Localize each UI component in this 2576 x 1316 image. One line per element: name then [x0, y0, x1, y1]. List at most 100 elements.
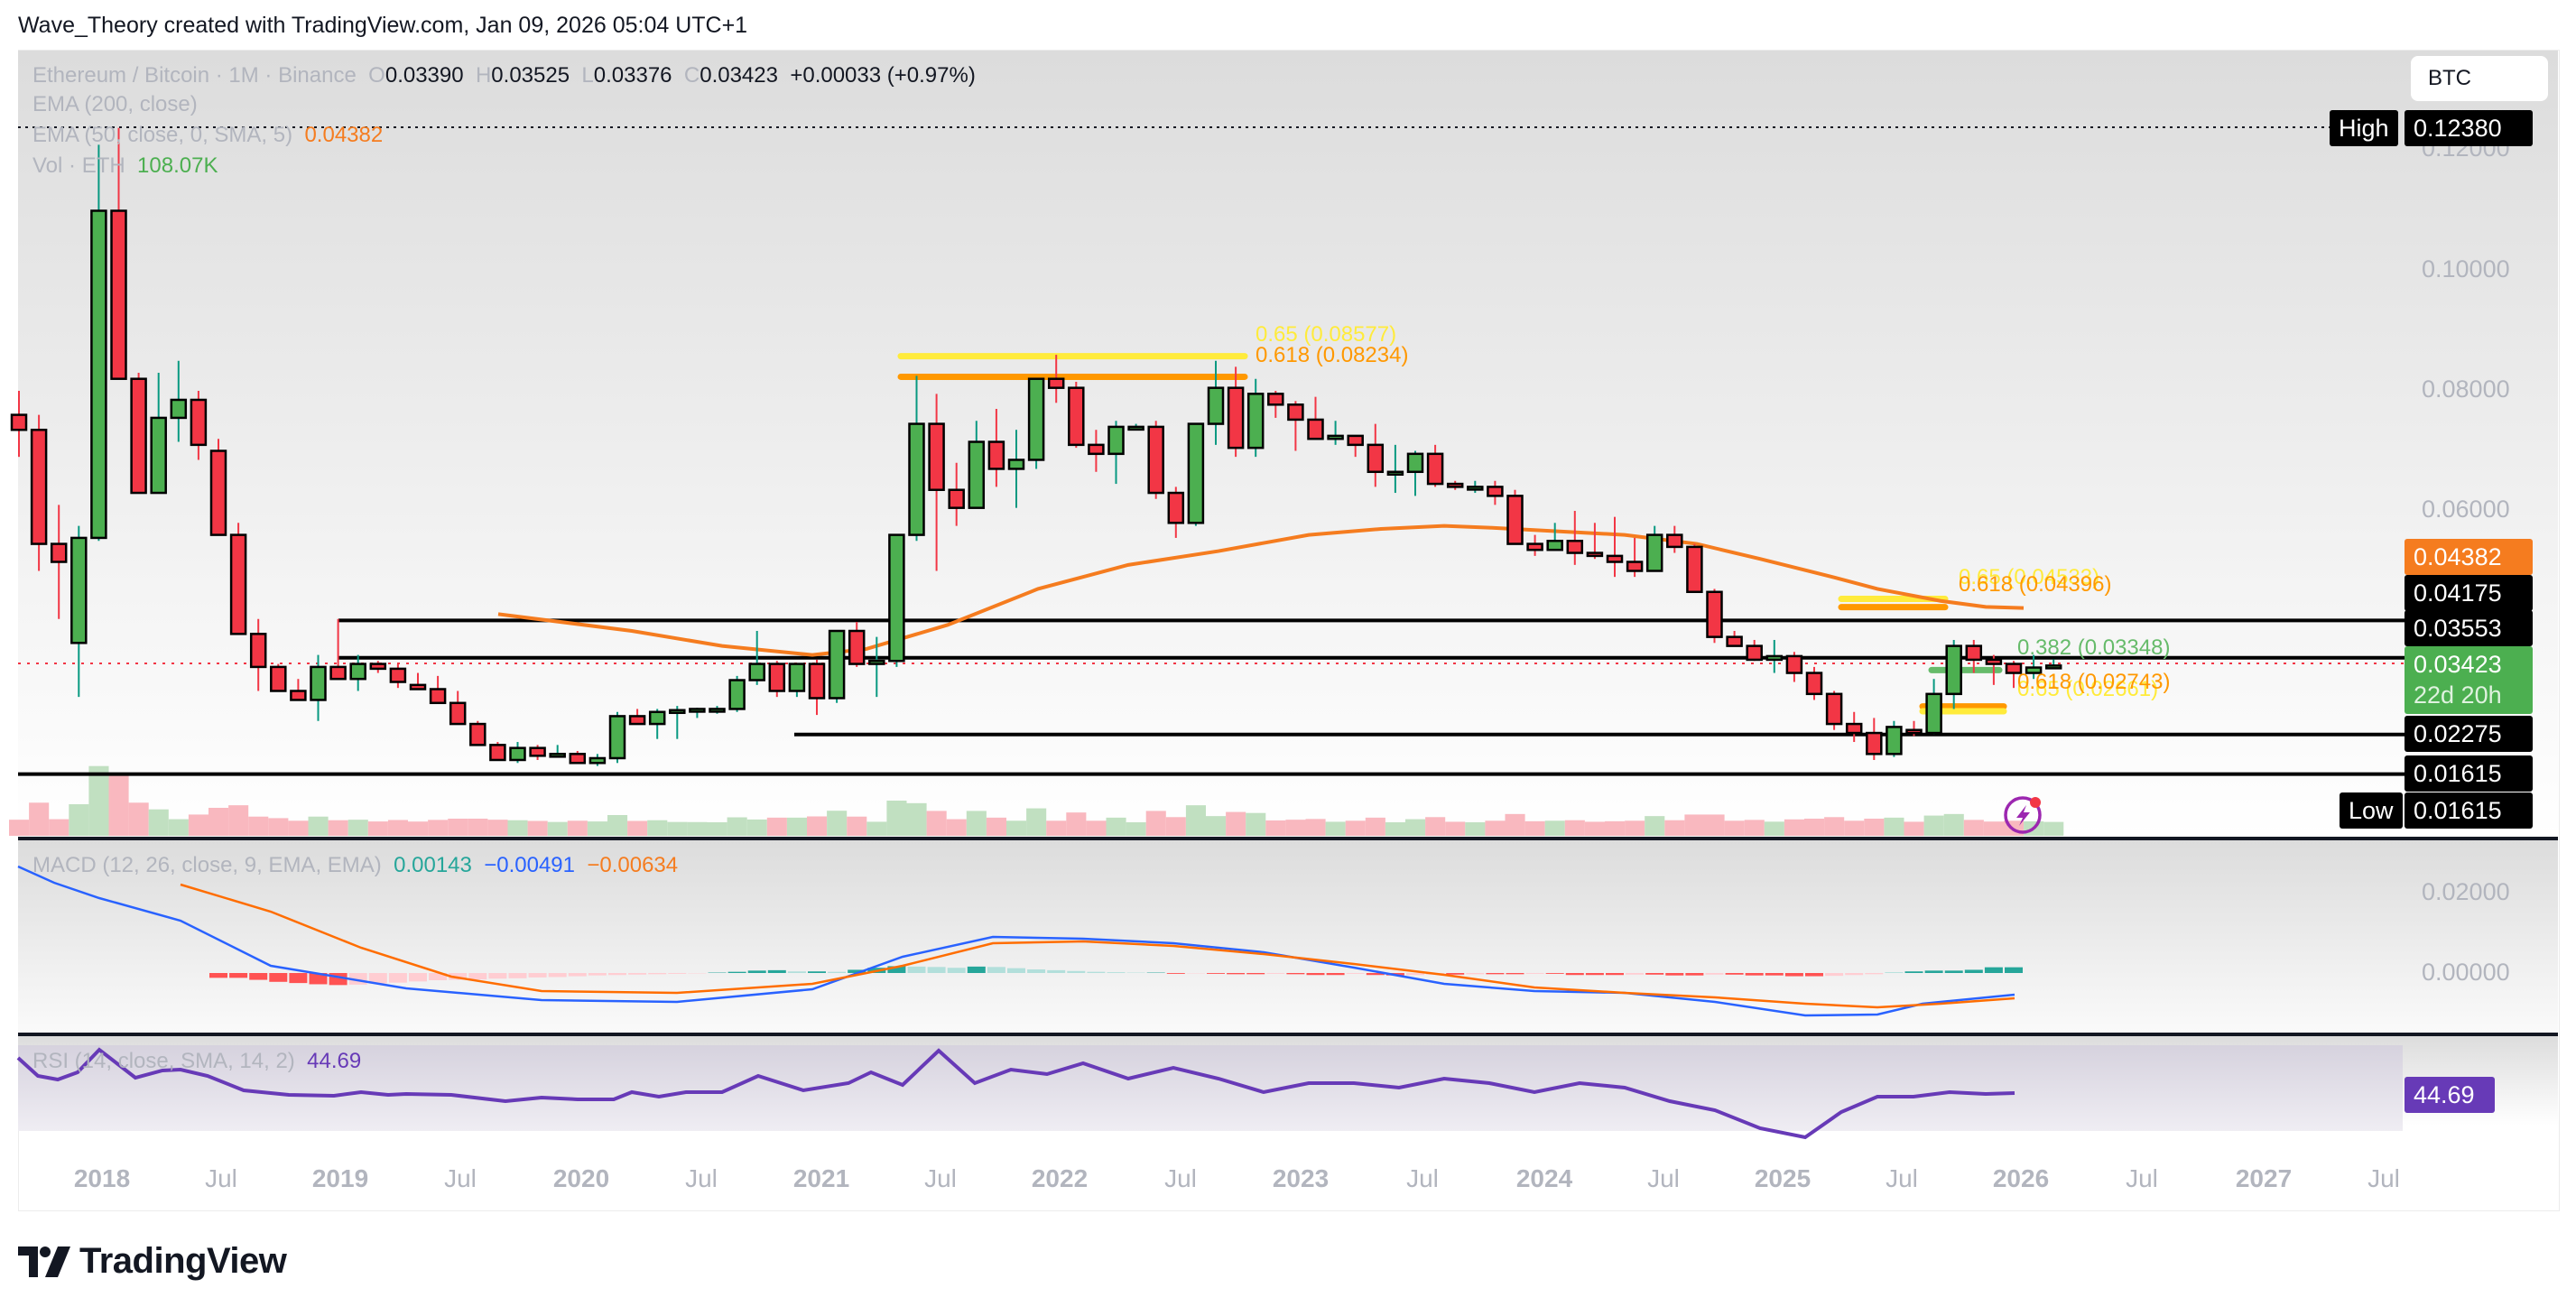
- volume-bar: [208, 808, 229, 836]
- close-value: 0.03423: [700, 63, 778, 88]
- volume-bar: [507, 820, 528, 836]
- volume-bar: [647, 820, 668, 836]
- candle-body: [329, 665, 347, 681]
- candle-body: [489, 744, 506, 762]
- volume-bar: [986, 817, 1006, 836]
- volume-bar: [1385, 822, 1405, 836]
- macd-histogram-bar: [1626, 973, 1645, 975]
- tradingview-logo[interactable]: TradingView: [18, 1241, 287, 1282]
- low-value: 0.03376: [593, 63, 672, 88]
- volume-bar: [408, 821, 429, 836]
- macd-signal-value: −0.00634: [587, 853, 679, 877]
- volume-bar: [1605, 820, 1626, 836]
- macd-histogram-bar: [229, 973, 248, 978]
- macd-histogram-bar: [429, 973, 448, 981]
- macd-histogram-bar: [209, 973, 227, 978]
- ema200-legend[interactable]: EMA (200, close): [32, 92, 198, 116]
- ema50-value: 0.04382: [304, 123, 384, 147]
- volume-bar: [906, 802, 927, 836]
- volume-bar: [1265, 820, 1286, 836]
- volume-bar: [9, 820, 30, 836]
- volume-bar: [1505, 813, 1525, 836]
- candle-body: [349, 663, 366, 681]
- volume-bar: [1584, 821, 1605, 836]
- macd-histogram-bar: [1087, 971, 1106, 973]
- volume-bar: [1405, 819, 1426, 836]
- volume-bar: [886, 801, 907, 836]
- rsi-legend[interactable]: RSI (14, close, SMA, 14, 2) 44.69: [32, 1049, 362, 1073]
- lightning-alert-icon[interactable]: [2004, 796, 2042, 834]
- volume-legend[interactable]: Vol · ETH 108.07K: [32, 153, 218, 178]
- candle-body: [1546, 540, 1563, 551]
- macd-histogram-bar: [1227, 973, 1246, 975]
- volume-bar: [188, 814, 208, 836]
- level-tag: 0.04175: [2405, 575, 2533, 611]
- volume-bar: [866, 821, 887, 836]
- chart-caption: Wave_Theory created with TradingView.com…: [18, 13, 748, 38]
- volume-bar: [847, 816, 867, 836]
- candle-body: [310, 665, 327, 701]
- price-tick: 0.08000: [2422, 375, 2510, 403]
- volume-bar: [1345, 820, 1366, 836]
- macd-histogram-bar: [1067, 970, 1086, 973]
- candle-body: [1246, 393, 1265, 449]
- macd-histogram-bar: [409, 973, 427, 982]
- volume-bar: [1645, 816, 1665, 836]
- ema50-price-tag: 0.04382: [2405, 539, 2533, 575]
- fib-label: 0.618 (0.04396): [1959, 572, 2112, 597]
- time-axis-month: Jul: [205, 1164, 237, 1192]
- candle-body: [1626, 561, 1644, 572]
- volume-bar: [1465, 822, 1486, 836]
- high-value: 0.03525: [491, 63, 570, 88]
- time-axis-month: Jul: [685, 1164, 718, 1192]
- volume-bar: [1425, 817, 1446, 836]
- macd-histogram-bar: [808, 971, 826, 973]
- candle-body: [987, 440, 1005, 470]
- candle-body: [1386, 470, 1404, 477]
- volume-bar: [88, 765, 109, 836]
- volume-bar: [168, 819, 189, 836]
- candle-body: [110, 209, 127, 380]
- macd-histogram-bar: [927, 967, 946, 973]
- volume-bar: [288, 820, 309, 836]
- volume-bar: [1285, 820, 1306, 836]
- time-axis-year: 2027: [2235, 1164, 2293, 1192]
- volume-bar: [2043, 821, 2064, 836]
- candle-body: [968, 440, 986, 509]
- time-axis-year: 2022: [1031, 1164, 1089, 1192]
- candle-body: [1267, 393, 1284, 406]
- symbol-legend[interactable]: Ethereum / Bitcoin · 1M · Binance O0.033…: [32, 63, 976, 88]
- macd-histogram-bar: [828, 971, 847, 973]
- candle-body: [748, 663, 765, 681]
- macd-histogram-bar: [1007, 968, 1025, 973]
- macd-hist-value: 0.00143: [394, 853, 472, 877]
- macd-histogram-bar: [1047, 969, 1066, 973]
- candle-body: [10, 413, 28, 431]
- price-tick: 0.06000: [2422, 496, 2510, 523]
- macd-histogram-bar: [1466, 973, 1485, 975]
- candle-body: [669, 709, 686, 715]
- macd-legend[interactable]: MACD (12, 26, close, 9, EMA, EMA) 0.0014…: [32, 853, 679, 877]
- candle-body: [449, 701, 467, 726]
- time-axis-year: 2023: [1272, 1164, 1330, 1192]
- candle-body: [1925, 692, 1942, 735]
- candle-body: [469, 722, 486, 746]
- macd-signal-line: [180, 883, 2015, 1009]
- candle-body: [908, 422, 925, 536]
- volume-bar: [1724, 820, 1745, 836]
- macd-histogram-bar: [1924, 970, 1943, 973]
- candle-body: [648, 710, 666, 726]
- candle-body: [90, 209, 107, 540]
- currency-selector[interactable]: BTC: [2411, 56, 2548, 101]
- candle-body: [270, 665, 287, 692]
- macd-tick: 0.00000: [2422, 959, 2510, 986]
- macd-histogram-bar: [608, 973, 626, 976]
- bar-countdown: 22d 20h: [2414, 681, 2502, 709]
- volume-bar: [1046, 820, 1067, 836]
- candle-body: [150, 416, 167, 495]
- volume-bar: [547, 821, 568, 836]
- time-axis-month: Jul: [1886, 1164, 1918, 1192]
- candle-body: [1446, 482, 1464, 488]
- ema50-legend[interactable]: EMA (50, close, 0, SMA, 5) 0.04382: [32, 123, 384, 147]
